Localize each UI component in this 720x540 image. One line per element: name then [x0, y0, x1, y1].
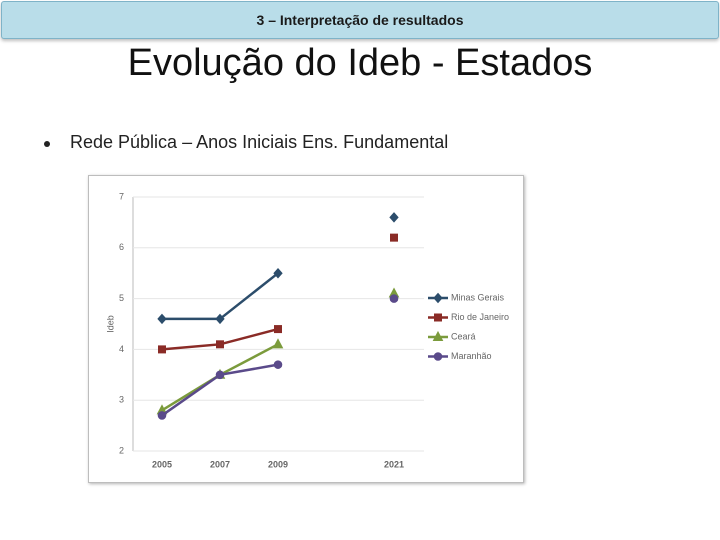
y-tick-label: 4 — [119, 344, 124, 354]
y-tick-label: 6 — [119, 242, 124, 252]
header-bar: 3 – Interpretação de resultados — [1, 1, 719, 39]
series-line — [162, 294, 394, 411]
legend-label: Rio de Janeiro — [451, 312, 509, 322]
series-line — [162, 299, 394, 416]
marker — [157, 411, 167, 420]
slide-title: Evolução do Ideb - Estados — [127, 42, 593, 84]
y-tick-label: 5 — [119, 293, 124, 303]
legend-label: Ceará — [451, 331, 476, 341]
marker — [389, 212, 399, 223]
y-tick-label: 2 — [119, 445, 124, 455]
marker — [433, 352, 443, 361]
marker — [433, 292, 443, 304]
marker — [434, 313, 442, 322]
marker — [157, 313, 167, 325]
y-tick-label: 7 — [119, 191, 124, 201]
marker — [273, 360, 283, 369]
marker — [272, 338, 284, 349]
x-tick-label: 2005 — [152, 459, 172, 469]
marker — [390, 233, 398, 242]
marker — [274, 325, 282, 334]
legend-label: Minas Gerais — [451, 292, 505, 302]
x-tick-label: 2021 — [384, 459, 404, 469]
legend-label: Maranhão — [451, 351, 492, 361]
x-tick-label: 2007 — [210, 459, 230, 469]
bullet-text: Rede Pública – Anos Iniciais Ens. Fundam… — [70, 132, 449, 152]
marker — [273, 267, 283, 279]
marker — [215, 313, 225, 325]
bullet-dot — [44, 141, 50, 147]
marker — [389, 294, 399, 303]
marker — [432, 330, 444, 341]
chart-frame — [88, 175, 524, 483]
marker — [158, 345, 166, 354]
header-title: 3 – Interpretação de resultados — [256, 12, 464, 28]
y-tick-label: 3 — [119, 395, 124, 405]
marker — [216, 340, 224, 349]
y-axis-label: Ideb — [105, 315, 115, 333]
marker — [215, 370, 225, 380]
x-tick-label: 2009 — [268, 459, 288, 469]
